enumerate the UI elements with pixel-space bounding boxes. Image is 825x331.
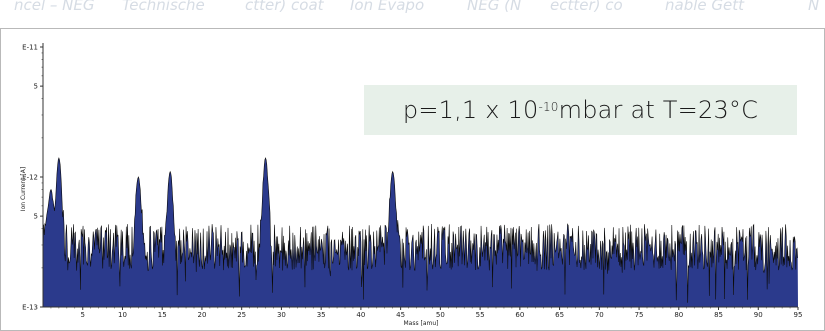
x-tick-label: 60 xyxy=(515,311,524,319)
x-tick-label: 75 xyxy=(635,311,644,319)
spectrum-line xyxy=(42,157,798,303)
x-axis-label: Mass [amu] xyxy=(403,320,438,327)
y-axis-label: Ion Current [A] xyxy=(20,167,27,211)
x-tick-label: 85 xyxy=(714,311,723,319)
chart-svg: E-11 5 E-12 5 E-13 5 10 15 20 25 30 35 40 45 50 55 60 65 7… xyxy=(20,43,802,327)
x-tick-label: 65 xyxy=(555,311,564,319)
x-tick-label: 95 xyxy=(794,311,803,319)
x-tick-label: 35 xyxy=(317,311,326,319)
pressure-suffix: mbar at T=23°C xyxy=(558,96,759,124)
plot-area xyxy=(42,157,798,307)
x-tick-label: 80 xyxy=(674,311,683,319)
x-tick-label: 45 xyxy=(396,311,405,319)
pressure-exponent: -10 xyxy=(538,100,559,114)
pressure-prefix: p=1,1 x 10 xyxy=(402,96,539,124)
x-tick-label: 5 xyxy=(81,311,85,319)
axes: E-11 5 E-12 5 E-13 5 10 15 20 25 30 35 40 45 50 55 60 65 7… xyxy=(22,43,802,319)
y-tick-label: 5 xyxy=(34,83,38,91)
spectrum-area xyxy=(43,158,798,307)
y-tick-label: E-13 xyxy=(22,304,38,312)
x-tick-label: 10 xyxy=(118,311,127,319)
x-tick-label: 70 xyxy=(595,311,604,319)
banner-fragment: ctter) coat xyxy=(245,0,324,14)
background-banner-text: ncel – NEG Technische ctter) coat Ion Ev… xyxy=(0,0,825,40)
y-tick-label: 5 xyxy=(34,213,38,221)
x-tick-label: 55 xyxy=(476,311,485,319)
pressure-annotation: p=1,1 x 10 -10 mbar at T=23°C xyxy=(364,85,797,135)
x-tick-label: 20 xyxy=(197,311,206,319)
x-tick-label: 40 xyxy=(356,311,365,319)
x-tick-label: 50 xyxy=(436,311,445,319)
banner-fragment: NEG (N xyxy=(467,0,522,14)
banner-fragment: nable Gett xyxy=(665,0,744,14)
x-tick-label: 30 xyxy=(277,311,286,319)
y-tick-label: E-12 xyxy=(22,174,38,182)
mass-spectrum-chart: E-11 5 E-12 5 E-13 5 10 15 20 25 30 35 40 45 50 55 60 65 7… xyxy=(0,28,825,331)
banner-fragment: N xyxy=(808,0,820,14)
banner-fragment: ectter) co xyxy=(550,0,623,14)
y-tick-label: E-11 xyxy=(22,44,38,52)
x-tick-label: 15 xyxy=(158,311,167,319)
banner-fragment: Technische xyxy=(122,0,205,14)
x-tick-label: 25 xyxy=(237,311,246,319)
x-tick-label: 90 xyxy=(754,311,763,319)
banner-fragment: ncel – NEG xyxy=(14,0,95,14)
banner-fragment: Ion Evapo xyxy=(350,0,425,14)
